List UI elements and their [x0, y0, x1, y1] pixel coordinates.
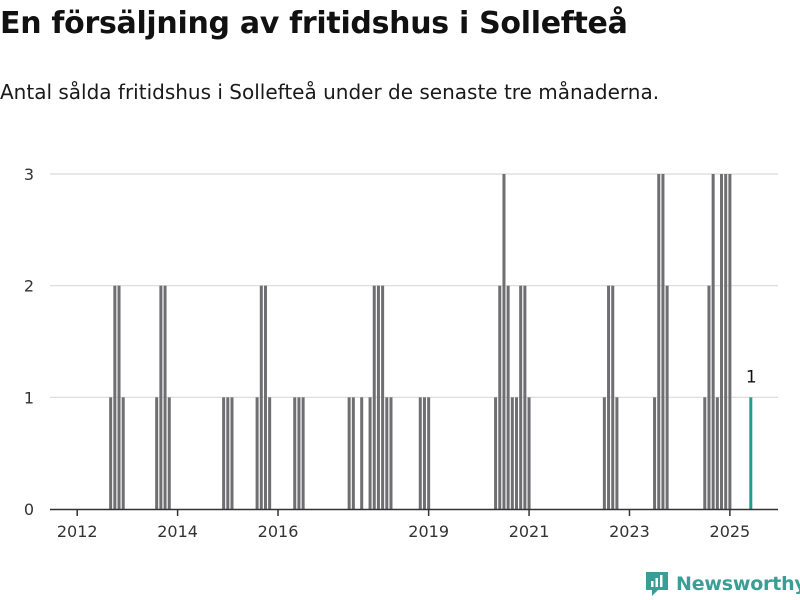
bar [263, 285, 267, 509]
bar [728, 174, 732, 509]
gridlines [50, 173, 778, 398]
bar [109, 397, 113, 509]
bar [268, 397, 272, 509]
x-tick-label: 2014 [157, 522, 198, 541]
bar [163, 285, 167, 509]
chart-subtitle: Antal sålda fritidshus i Sollefteå under… [0, 80, 660, 104]
bar [665, 285, 669, 509]
bar [494, 397, 498, 509]
bar [661, 174, 665, 509]
data-label: 1 [746, 367, 757, 387]
annotations: 1 [746, 367, 757, 387]
y-tick-label: 2 [24, 277, 34, 296]
x-tick-label: 2023 [609, 522, 650, 541]
bar [297, 397, 301, 509]
bar [611, 285, 615, 509]
bar [502, 174, 506, 509]
x-tick-label: 2025 [710, 522, 751, 541]
bar [347, 397, 351, 509]
bar [167, 397, 171, 509]
bar [506, 285, 510, 509]
x-tick-label: 2016 [258, 522, 299, 541]
bar [255, 397, 259, 509]
brand-name: Newsworthy [676, 573, 800, 595]
bar [715, 397, 719, 509]
bar [607, 285, 611, 509]
bar [418, 397, 422, 509]
x-tick-label: 2019 [408, 522, 449, 541]
bar [159, 285, 163, 509]
bar [155, 397, 159, 509]
bar [515, 397, 519, 509]
newsworthy-logo-icon [646, 572, 668, 596]
bar [293, 397, 297, 509]
bar [360, 397, 364, 509]
bar [703, 397, 707, 509]
chart-title: En försäljning av fritidshus i Sollefteå [0, 6, 628, 41]
bar [523, 285, 527, 509]
bar [510, 397, 514, 509]
bar [389, 397, 393, 509]
y-tick-label: 1 [24, 388, 34, 407]
bar [422, 397, 426, 509]
bar [368, 397, 372, 509]
x-tick-label: 2021 [509, 522, 550, 541]
bar [121, 397, 125, 509]
bar [117, 285, 121, 509]
bar [385, 397, 389, 509]
bar [381, 285, 385, 509]
bar [657, 174, 661, 509]
bar [226, 397, 230, 509]
bar [653, 397, 657, 509]
bar [259, 285, 263, 509]
bar [301, 397, 305, 509]
bar [230, 397, 234, 509]
newsworthy-logo: Newsworthy [644, 570, 800, 598]
y-axis-labels: 0 1 2 3 [24, 165, 34, 519]
bar [222, 397, 226, 509]
x-axis: 2012 2014 2016 2019 2021 2023 2025 [50, 508, 778, 541]
bar [498, 285, 502, 509]
bar [720, 174, 724, 509]
bar [707, 285, 711, 509]
bar [427, 397, 431, 509]
bar [602, 397, 606, 509]
bar [351, 397, 355, 509]
bar [113, 285, 117, 509]
bars [109, 174, 753, 509]
y-tick-label: 3 [24, 165, 34, 184]
bar-highlight [749, 397, 753, 509]
bar [711, 174, 715, 509]
bar [615, 397, 619, 509]
bar [724, 174, 728, 509]
y-tick-label: 0 [24, 500, 34, 519]
x-tick-label: 2012 [57, 522, 98, 541]
bar [372, 285, 376, 509]
bar [527, 397, 531, 509]
bar [519, 285, 523, 509]
bar [376, 285, 380, 509]
